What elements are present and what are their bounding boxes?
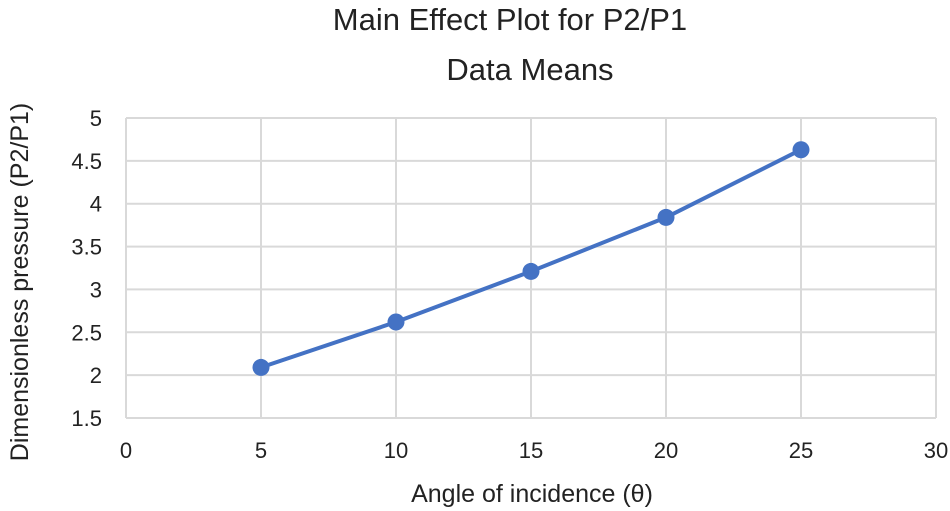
x-tick-label: 10 — [384, 438, 408, 463]
x-tick-label: 25 — [789, 438, 813, 463]
data-series — [252, 141, 810, 376]
chart-subtitle: Data Means — [446, 52, 613, 87]
x-tick-label: 5 — [255, 438, 267, 463]
grid — [125, 117, 937, 419]
y-axis-label: Dimensionless pressure (P2/P1) — [6, 103, 34, 461]
y-tick-label: 4 — [90, 192, 102, 217]
x-tick-label: 15 — [519, 438, 543, 463]
chart-title: Main Effect Plot for P2/P1 — [333, 2, 687, 37]
data-point — [792, 141, 810, 159]
data-point — [657, 208, 675, 226]
x-tick-label: 30 — [924, 438, 948, 463]
data-point — [522, 262, 540, 280]
data-point — [387, 313, 405, 331]
y-tick-label: 5 — [90, 106, 102, 131]
y-tick-label: 1.5 — [71, 406, 102, 431]
y-tick-label: 3 — [90, 277, 102, 302]
y-tick-label: 2 — [90, 363, 102, 388]
y-tick-label: 2.5 — [71, 320, 102, 345]
x-axis-label: Angle of incidence (θ) — [411, 480, 653, 508]
x-tick-label: 0 — [120, 438, 132, 463]
y-tick-label: 3.5 — [71, 235, 102, 260]
data-point — [252, 358, 270, 376]
y-tick-label: 4.5 — [71, 149, 102, 174]
x-tick-label: 20 — [654, 438, 678, 463]
tick-labels: 1.5 2 2.5 3 3.5 4 4.5 5 0 5 10 15 20 25 30 — [71, 106, 948, 463]
